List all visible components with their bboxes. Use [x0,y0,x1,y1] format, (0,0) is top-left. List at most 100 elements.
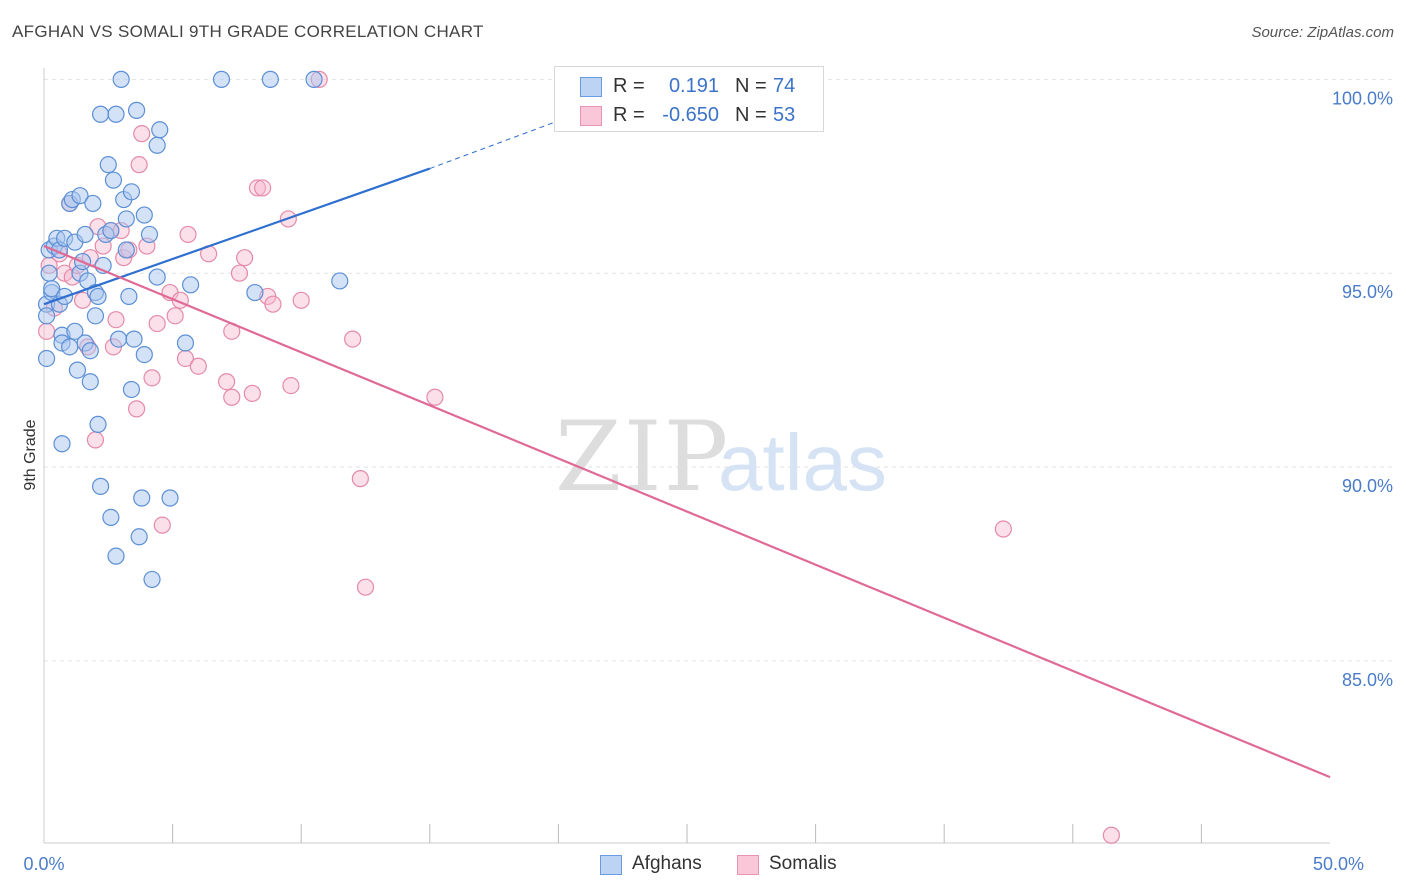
somali-point[interactable] [994,520,1012,538]
somali-point[interactable] [133,125,151,143]
afghan-point[interactable] [212,70,231,88]
somali-point[interactable] [356,578,375,596]
afghan-swatch [580,77,602,97]
somali-r-value: -0.650 [662,104,719,126]
afghan-point[interactable] [133,489,151,507]
y-tick-label: 95.0% [1342,282,1393,302]
afghan-point[interactable] [148,136,166,154]
watermark-atlas: atlas [718,418,887,507]
afghan-point[interactable] [305,70,323,88]
somali-point[interactable] [127,400,146,418]
afghan-point[interactable] [102,221,120,240]
afghan-point[interactable] [107,547,125,565]
somali-point[interactable] [243,384,261,402]
afghan-point[interactable] [148,268,166,286]
afghan-point[interactable] [61,338,79,356]
afghan-point[interactable] [84,194,102,213]
somali-point[interactable] [344,330,362,348]
series-legend: Afghans Somalis [0,850,1406,880]
y-tick-label: 90.0% [1342,476,1393,496]
somali-point[interactable] [153,516,171,534]
afghan-point[interactable] [40,264,58,282]
somali-legend-label: Somalis [769,853,837,874]
ticks-layer: 100.0% 95.0% 90.0% 85.0% 0.0% 50.0% [23,88,1393,874]
afghan-point[interactable] [91,105,110,123]
afghan-point[interactable] [112,70,130,88]
afghan-point[interactable] [89,287,107,306]
somali-point[interactable] [148,314,166,333]
afghan-point[interactable] [151,121,169,139]
afghan-point[interactable] [66,322,84,340]
somali-n-label: N = [735,104,767,126]
afghan-point[interactable] [71,187,89,205]
afghan-point[interactable] [261,70,279,88]
somali-trend-line [43,245,1331,779]
afghan-point[interactable] [107,105,125,123]
somali-point[interactable] [264,295,282,313]
somali-point[interactable] [189,357,207,375]
afghan-point[interactable] [81,373,99,391]
somali-point[interactable] [254,179,272,197]
somali-point[interactable] [218,373,236,391]
afghan-point[interactable] [120,287,138,306]
afghan-point[interactable] [37,307,56,325]
somali-point[interactable] [248,179,267,197]
afghan-point[interactable] [91,477,110,495]
afghan-r-value: 0.191 [668,75,719,97]
afghan-point[interactable] [161,489,179,507]
watermark-zip: ZIP [555,401,730,513]
afghan-point[interactable] [86,307,105,325]
afghan-point[interactable] [125,330,143,348]
afghan-point[interactable] [143,570,161,589]
afghan-point[interactable] [331,272,349,290]
somali-point[interactable] [107,311,125,329]
axes-layer [43,68,1330,844]
somali-point[interactable] [282,377,300,395]
afghan-point[interactable] [127,101,146,119]
correlation-legend: R = 0.191 N = 74 R = -0.650 N = 53 [554,66,824,132]
afghan-point[interactable] [37,349,56,368]
afghan-point[interactable] [89,415,107,433]
somali-point[interactable] [166,307,184,325]
somali-point[interactable] [143,369,161,387]
afghan-points [37,70,349,589]
afghan-r-label: R = [613,75,645,97]
afghan-point[interactable] [81,342,99,360]
afghan-point[interactable] [104,171,123,189]
afghan-point[interactable] [122,183,141,201]
afghan-trend-line [43,167,431,306]
afghan-point[interactable] [53,435,71,453]
afghan-point[interactable] [140,225,159,244]
afghan-point[interactable] [246,283,264,302]
somali-n-value: 53 [773,104,796,126]
x-tick-label: 0.0% [23,854,64,874]
afghan-point[interactable] [135,345,153,364]
afghan-point[interactable] [68,361,87,379]
somali-point[interactable] [351,470,369,488]
somali-point[interactable] [223,388,241,406]
somali-point[interactable] [236,249,254,267]
somali-point[interactable] [292,291,310,309]
legend-row-somalis: R = -0.650 N = 53 [555,100,823,130]
afghan-point[interactable] [99,156,117,174]
afghan-point[interactable] [135,206,153,224]
afghan-legend-swatch [600,855,622,875]
afghan-point[interactable] [109,330,128,348]
afghan-point[interactable] [102,508,120,526]
somali-point[interactable] [37,322,56,340]
afghan-point[interactable] [130,528,148,546]
somali-point[interactable] [230,264,249,282]
somali-point[interactable] [86,431,105,449]
afghan-point[interactable] [117,241,135,259]
afghan-point[interactable] [43,280,61,298]
afghan-point[interactable] [117,210,135,228]
afghan-point[interactable] [176,334,195,352]
somali-point[interactable] [426,388,444,406]
somali-point[interactable] [1102,826,1120,844]
afghan-point[interactable] [182,276,200,294]
somali-point[interactable] [130,156,148,174]
afghan-point[interactable] [76,225,94,244]
afghan-point[interactable] [122,380,141,399]
somali-point[interactable] [179,225,197,244]
